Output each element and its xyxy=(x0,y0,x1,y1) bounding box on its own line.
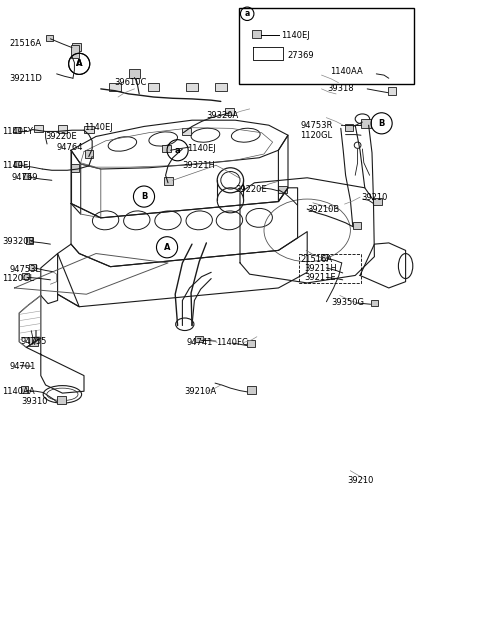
Text: 1140FC: 1140FC xyxy=(216,338,248,347)
Text: 1140EJ: 1140EJ xyxy=(281,31,310,39)
Bar xyxy=(71,164,79,172)
Bar xyxy=(278,186,287,193)
Bar xyxy=(345,124,353,131)
Bar xyxy=(71,45,79,58)
Bar xyxy=(29,337,38,346)
Text: 94755: 94755 xyxy=(20,337,47,346)
Bar xyxy=(129,69,140,78)
Text: 39610C: 39610C xyxy=(114,78,146,87)
Text: 94769: 94769 xyxy=(12,173,38,182)
Bar xyxy=(389,74,396,80)
Text: 39211E: 39211E xyxy=(304,274,336,282)
Text: 94753R: 94753R xyxy=(300,121,333,130)
Bar xyxy=(162,145,171,152)
Bar xyxy=(148,83,159,91)
Bar xyxy=(164,177,173,185)
Bar xyxy=(22,273,29,279)
Text: 1120GL: 1120GL xyxy=(2,274,34,283)
Bar xyxy=(247,386,256,394)
Text: 39220E: 39220E xyxy=(235,185,267,193)
Text: a: a xyxy=(245,9,250,18)
Text: 1140FY: 1140FY xyxy=(2,127,33,136)
Text: 39220E: 39220E xyxy=(46,132,77,141)
Bar xyxy=(186,83,198,91)
Text: 21516A: 21516A xyxy=(300,255,332,264)
Text: 39350G: 39350G xyxy=(331,299,364,307)
Text: 39210: 39210 xyxy=(361,193,387,202)
Text: 94701: 94701 xyxy=(10,362,36,371)
Text: A: A xyxy=(164,243,170,252)
Text: 1140AA: 1140AA xyxy=(2,387,35,396)
Bar xyxy=(23,173,30,179)
Bar xyxy=(182,128,191,135)
Bar xyxy=(14,161,21,167)
Text: 1120GL: 1120GL xyxy=(300,131,333,140)
Bar xyxy=(371,300,378,306)
Text: a: a xyxy=(175,146,180,155)
Text: 39310: 39310 xyxy=(22,398,48,406)
Text: A: A xyxy=(76,59,83,68)
Bar xyxy=(373,198,382,205)
Bar xyxy=(34,125,43,132)
Text: 1140EJ: 1140EJ xyxy=(2,161,31,170)
Text: 27369: 27369 xyxy=(288,51,314,59)
Text: 1140EJ: 1140EJ xyxy=(84,123,113,132)
Text: 94764: 94764 xyxy=(57,143,83,151)
Text: 94753L: 94753L xyxy=(10,265,41,274)
Text: 39320B: 39320B xyxy=(2,237,34,246)
Text: 94741: 94741 xyxy=(186,338,213,347)
FancyBboxPatch shape xyxy=(239,8,414,84)
Bar xyxy=(252,30,261,38)
Text: 1140EJ: 1140EJ xyxy=(187,144,216,153)
Bar xyxy=(29,264,36,270)
Bar xyxy=(247,340,255,347)
Bar xyxy=(195,336,203,342)
Text: B: B xyxy=(141,192,147,201)
Bar xyxy=(225,108,234,115)
Text: 39321H: 39321H xyxy=(182,161,215,170)
Bar xyxy=(21,386,28,393)
Text: 39320A: 39320A xyxy=(206,111,239,120)
Text: 21516A: 21516A xyxy=(10,39,42,48)
Bar xyxy=(321,254,327,260)
Text: 1140AA: 1140AA xyxy=(330,68,363,76)
Bar xyxy=(57,396,66,404)
Text: 39210A: 39210A xyxy=(184,387,216,396)
Bar xyxy=(26,237,33,244)
Text: A: A xyxy=(76,59,83,68)
Bar xyxy=(109,83,121,91)
Bar xyxy=(58,125,67,133)
Text: 39210B: 39210B xyxy=(307,205,339,213)
Bar xyxy=(72,43,81,51)
Text: 39318: 39318 xyxy=(327,85,354,93)
Bar xyxy=(85,150,93,158)
Bar xyxy=(388,87,396,95)
Text: 39211D: 39211D xyxy=(10,74,42,83)
Bar xyxy=(215,83,227,91)
Bar xyxy=(13,127,20,133)
Text: 39210: 39210 xyxy=(348,476,374,485)
Bar xyxy=(46,35,53,41)
Bar xyxy=(353,222,361,229)
Bar xyxy=(84,126,94,133)
Bar xyxy=(361,119,371,128)
Text: 39211H: 39211H xyxy=(304,264,337,273)
Text: B: B xyxy=(378,119,385,128)
